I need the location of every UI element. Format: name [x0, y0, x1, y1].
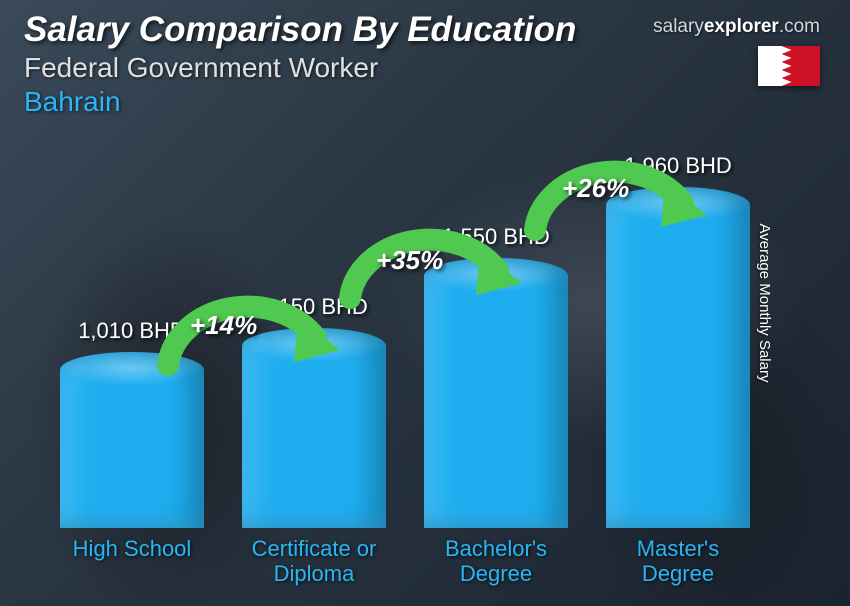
bar-group: 1,010 BHD [60, 318, 204, 528]
chart-country: Bahrain [24, 86, 826, 118]
x-axis-label: Certificate orDiploma [242, 532, 386, 588]
brand-prefix: salary [653, 16, 704, 37]
x-axis-label: Master'sDegree [606, 532, 750, 588]
chart-subtitle: Federal Government Worker [24, 52, 826, 84]
bar-value-label: 1,010 BHD [78, 318, 186, 344]
brand-bold: explorer [704, 16, 779, 37]
x-axis-label: Bachelor'sDegree [424, 532, 568, 588]
bar-value-label: 1,960 BHD [624, 153, 732, 179]
bar-group: 1,150 BHD [242, 294, 386, 528]
increase-label: +35% [376, 245, 443, 276]
flag-icon [758, 46, 820, 86]
brand-watermark: salaryexplorer.com [653, 16, 820, 38]
bar-value-label: 1,150 BHD [260, 294, 368, 320]
brand-suffix: .com [779, 16, 820, 37]
bar-value-label: 1,550 BHD [442, 224, 550, 250]
bar-group: 1,960 BHD [606, 153, 750, 528]
bar [424, 258, 568, 528]
chart-area: 1,010 BHD 1,150 BHD 1,550 BHD 1,960 BHD Hig… [40, 135, 790, 588]
x-axis-label: High School [60, 532, 204, 588]
bar-group: 1,550 BHD [424, 224, 568, 528]
bar [242, 328, 386, 528]
bar [60, 352, 204, 528]
bars-container: 1,010 BHD 1,150 BHD 1,550 BHD 1,960 BHD [40, 135, 770, 528]
increase-label: +14% [190, 310, 257, 341]
x-labels-container: High School Certificate orDiploma Bachelor… [40, 532, 770, 588]
increase-label: +26% [562, 173, 629, 204]
bar [606, 187, 750, 528]
